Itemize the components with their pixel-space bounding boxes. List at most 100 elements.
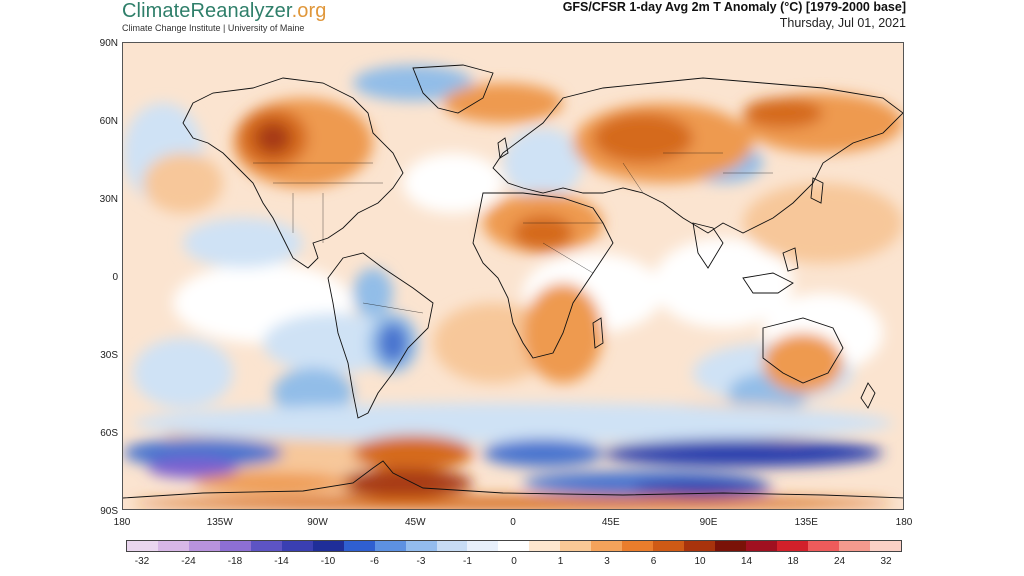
- axis-labels: 90N 60N 30N 0 30S 60S 90S 180 135W 90W 45W 0 45E 90E…: [100, 38, 913, 528]
- colorbar-tick-label: 24: [833, 556, 846, 567]
- coastline: [742, 272, 794, 294]
- coastline: [327, 252, 434, 419]
- colorbar-tick-label: -3: [416, 556, 426, 567]
- colorbar-segment: [436, 541, 468, 551]
- colorbar-tick-label: -24: [181, 556, 196, 567]
- colorbar-segment: [312, 541, 344, 551]
- warm-strong-anomaly-region: [353, 435, 473, 471]
- coastline: [497, 137, 509, 159]
- colorbar-segment: [684, 541, 716, 551]
- coastline: [412, 64, 494, 114]
- colorbar-segment: [188, 541, 220, 551]
- colorbar-segment: [807, 541, 839, 551]
- colorbar-segment: [529, 541, 561, 551]
- border-line: [362, 302, 424, 314]
- coastlines: [123, 64, 903, 499]
- lon-label: 45W: [405, 517, 426, 528]
- extreme-cold-anomaly-region: [148, 458, 238, 478]
- colorbar-segment: [838, 541, 870, 551]
- cool-light-anomaly-region: [263, 313, 403, 373]
- map-title: GFS/CFSR 1-day Avg 2m T Anomaly (°C) [19…: [562, 0, 906, 14]
- warm-strong-anomaly-region: [593, 113, 693, 163]
- cool-light-anomaly-region: [183, 218, 303, 268]
- lon-label: 180: [896, 517, 913, 528]
- lon-label: 135E: [795, 517, 819, 528]
- lon-label: 180: [114, 517, 131, 528]
- anomaly-field: [123, 65, 903, 509]
- warm-light-anomaly-region: [143, 153, 223, 213]
- title-block: GFS/CFSR 1-day Avg 2m T Anomaly (°C) [19…: [563, 0, 906, 31]
- border-line: [622, 162, 644, 194]
- colorbar-segment: [715, 541, 747, 551]
- colorbar-tick-label: -10: [320, 556, 336, 567]
- cool-light-anomaly-region: [503, 128, 583, 198]
- warm-mid-anomaly-region: [443, 83, 563, 123]
- colorbar-tick-label: 3: [604, 556, 610, 567]
- hot-anomaly-region: [333, 469, 473, 497]
- colorbar-segment: [343, 541, 375, 551]
- colorbar-ticks: -32 -24 -18 -14 -10 -6 -3 -1 0 1 3 6 10 14 18 24 32: [126, 556, 902, 570]
- lat-labels: 90N 60N 30N 0 30S 60S 90S: [100, 38, 119, 517]
- cool-light-anomaly-region: [133, 338, 233, 408]
- cold-anomaly-region: [123, 438, 283, 468]
- lon-label: 0: [510, 517, 516, 528]
- neutral-anomaly-region: [403, 153, 503, 213]
- warm-light-anomaly-region: [743, 183, 903, 263]
- lat-label: 30S: [100, 350, 118, 361]
- lon-label: 45E: [602, 517, 620, 528]
- map-canvas: [123, 43, 903, 509]
- cold-anomaly-region: [378, 323, 408, 363]
- lat-label: 60N: [100, 116, 118, 127]
- colorbar-segment: [281, 541, 313, 551]
- colorbar-tick-label: 18: [787, 556, 799, 567]
- colorbar-segment: [250, 541, 282, 551]
- cool-light-anomaly-region: [133, 403, 893, 443]
- colorbar-tick-label: 1: [557, 556, 564, 567]
- colorbar-segment: [622, 541, 654, 551]
- colorbar-segment: [746, 541, 778, 551]
- colorbar-tick-label: 32: [880, 556, 892, 567]
- lat-label: 0: [112, 272, 118, 283]
- neutral-anomaly-region: [653, 238, 793, 328]
- lon-label: 90E: [700, 517, 718, 528]
- colorbar-tick-label: -14: [274, 556, 289, 567]
- lat-label: 90N: [100, 38, 118, 49]
- brand-subtitle: Climate Change Institute | University of…: [122, 23, 305, 33]
- colorbar-segment: [127, 541, 158, 551]
- coastline: [762, 317, 844, 384]
- colorbar: [126, 540, 902, 552]
- coastline: [123, 460, 903, 499]
- colorbar-segment: [591, 541, 623, 551]
- colorbar-tick-label: -6: [370, 556, 379, 567]
- colorbar-segment: [777, 541, 808, 551]
- colorbar-segment: [467, 541, 499, 551]
- coastline: [692, 222, 724, 269]
- borders: [253, 152, 773, 314]
- colorbar-segment: [498, 541, 530, 551]
- brand: ClimateReanalyzer.org Climate Change Ins…: [122, 0, 326, 33]
- anomaly-map[interactable]: [122, 42, 904, 510]
- coastline: [810, 177, 824, 204]
- lon-labels: 180 135W 90W 45W 0 45E 90E 135E 180: [114, 517, 913, 528]
- hot-anomaly-region: [255, 122, 291, 154]
- colorbar-segment: [219, 541, 251, 551]
- colorbar-segment: [869, 541, 901, 551]
- brand-title[interactable]: ClimateReanalyzer.org: [122, 0, 326, 22]
- lat-label: 90S: [100, 506, 118, 517]
- colorbar-segment: [405, 541, 437, 551]
- very-cold-anomaly-region: [603, 439, 883, 467]
- colorbar-segment: [374, 541, 406, 551]
- lon-label: 135W: [207, 517, 234, 528]
- lon-label: 90W: [307, 517, 328, 528]
- colorbar-tick-label: 10: [694, 556, 706, 567]
- lat-label: 60S: [100, 428, 118, 439]
- colorbar-tick-label: -18: [227, 556, 243, 567]
- lat-label: 30N: [100, 194, 118, 205]
- cool-mid-anomaly-region: [353, 268, 393, 318]
- colorbar-tick-label: -32: [134, 556, 150, 567]
- warm-strong-anomaly-region: [513, 215, 573, 251]
- colorbar-segment: [653, 541, 685, 551]
- warm-light-anomaly-region: [433, 303, 553, 383]
- warm-strong-anomaly-region: [743, 98, 823, 128]
- coastline: [860, 382, 876, 409]
